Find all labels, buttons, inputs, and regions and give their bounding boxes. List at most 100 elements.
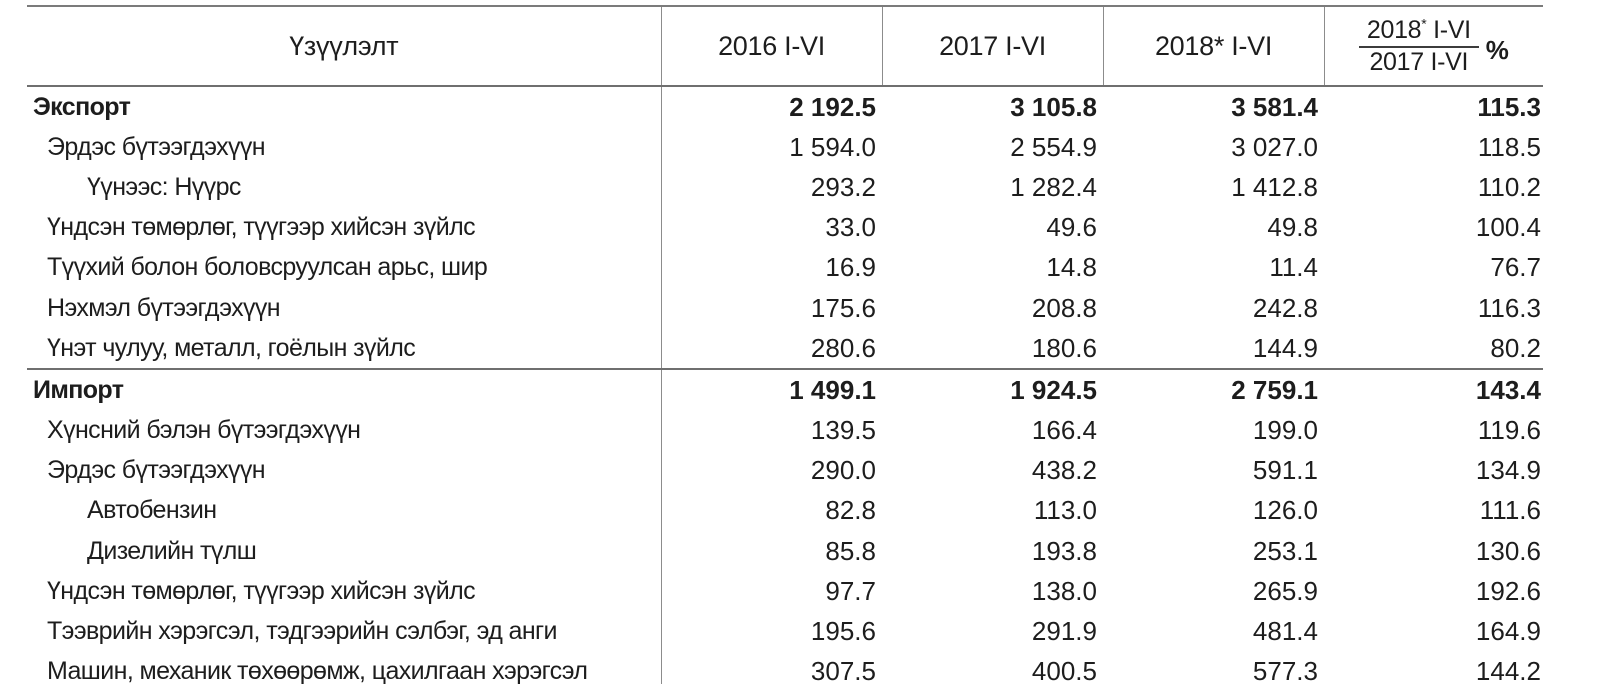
table-row: Нэхмэл бүтээгдэхүүн 175.6 208.8 242.8 11… — [27, 287, 1543, 329]
value-2018: 481.4 — [1252, 616, 1318, 647]
value-2016: 82.8 — [660, 490, 882, 532]
asterisk-superscript: * — [1421, 15, 1427, 32]
value-2018: 253.1 — [1252, 535, 1318, 566]
table-row: Үүнээс: Нүүрс 293.2 1 282.4 1 412.8 110.… — [27, 167, 1543, 208]
value-2017: 14.8 — [1046, 252, 1097, 283]
col-header-2018: 2018* I-VI — [1102, 6, 1324, 87]
value-2016: 139.5 — [660, 410, 882, 451]
row-label: Үүнээс: Нүүрс — [87, 172, 241, 201]
value-2017: 291.9 — [1031, 616, 1097, 647]
value-2016: 290.0 — [660, 450, 882, 491]
value-2018: 242.8 — [1252, 292, 1318, 323]
trade-statistics-table: Үзүүлэлт 2016 I-VI 2017 I-VI 2018* I-VI … — [27, 5, 1543, 684]
value-ratio: 119.6 — [1477, 415, 1541, 446]
value-2017: 400.5 — [1031, 656, 1097, 684]
value-ratio: 164.9 — [1475, 616, 1541, 647]
value-ratio: 76.7 — [1490, 252, 1541, 283]
value-2018: 591.1 — [1252, 455, 1318, 486]
row-label: Нэхмэл бүтээгдэхүүн — [47, 293, 281, 322]
table-row: Машин, механик төхөөрөмж, цахилгаан хэрэ… — [27, 651, 1543, 684]
value-2016: 280.6 — [660, 328, 882, 370]
table-body: Экспорт 2 192.5 3 105.8 3 581.4 115.3 Эр… — [27, 86, 1543, 684]
value-2016: 33.0 — [660, 207, 882, 248]
value-2018: 49.8 — [1267, 212, 1318, 243]
section-header-row-import: Импорт 1 499.1 1 924.5 2 759.1 143.4 — [27, 368, 1543, 411]
percent-label: % — [1485, 34, 1509, 65]
ratio-header: 2018* I-VI 2017 I-VI % — [1326, 15, 1543, 77]
table-row: Эрдэс бүтээгдэхүүн 290.0 438.2 591.1 134… — [27, 450, 1543, 491]
col-header-ratio: 2018* I-VI 2017 I-VI % — [1323, 6, 1543, 87]
col-header-2017: 2017 I-VI — [881, 6, 1103, 87]
table-row: Автобензин 82.8 113.0 126.0 111.6 — [27, 490, 1543, 532]
row-label: Автобензин — [87, 496, 217, 525]
ratio-numerator: 2018* I-VI — [1358, 15, 1479, 48]
row-label: Үнэт чулуу, металл, гоёлын зүйлс — [47, 333, 416, 362]
value-2018: 2 759.1 — [1103, 368, 1324, 411]
value-2017: 193.8 — [1031, 535, 1097, 566]
value-ratio: 130.6 — [1475, 535, 1541, 566]
ratio-numerator-year: 2018 — [1366, 16, 1422, 44]
value-2018: 577.3 — [1252, 656, 1318, 684]
value-2016: 175.6 — [660, 287, 882, 329]
value-ratio: 192.6 — [1475, 575, 1541, 606]
row-label: Эрдэс бүтээгдэхүүн — [47, 456, 266, 485]
value-2016: 1 499.1 — [660, 368, 882, 411]
value-ratio: 116.3 — [1477, 292, 1541, 323]
value-2017: 208.8 — [1031, 292, 1097, 323]
value-ratio: 118.5 — [1477, 131, 1541, 162]
value-2018: 3 027.0 — [1231, 131, 1318, 162]
value-ratio: 143.4 — [1324, 368, 1543, 411]
value-2016: 1 594.0 — [660, 127, 882, 168]
table-header: Үзүүлэлт 2016 I-VI 2017 I-VI 2018* I-VI … — [27, 6, 1543, 87]
value-2016: 307.5 — [660, 651, 882, 684]
value-2016: 16.9 — [660, 247, 882, 288]
value-2018: 126.0 — [1252, 495, 1318, 526]
value-2017: 166.4 — [1031, 415, 1097, 446]
value-2016: 85.8 — [660, 531, 882, 572]
table-row: Түүхий болон боловсруулсан арьс, шир 16.… — [27, 247, 1543, 288]
value-ratio: 110.2 — [1477, 171, 1541, 202]
table-row: Үндсэн төмөрлөг, түүгээр хийсэн зүйлс 33… — [27, 207, 1543, 248]
value-2017: 438.2 — [1031, 455, 1097, 486]
value-2016: 293.2 — [660, 167, 882, 208]
row-label: Экспорт — [33, 92, 131, 121]
value-ratio: 80.2 — [1490, 332, 1541, 363]
row-label: Машин, механик төхөөрөмж, цахилгаан хэрэ… — [47, 657, 588, 684]
value-2018: 199.0 — [1252, 415, 1318, 446]
ratio-denominator: 2017 I-VI — [1369, 48, 1469, 76]
row-label: Тээврийн хэрэгсэл, тэдгээрийн сэлбэг, эд… — [47, 617, 558, 646]
value-2017: 180.6 — [1031, 332, 1097, 363]
row-label: Дизелийн түлш — [87, 536, 257, 565]
value-2017: 3 105.8 — [1010, 91, 1097, 122]
value-ratio: 134.9 — [1475, 455, 1541, 486]
row-label: Үндсэн төмөрлөг, түүгээр хийсэн зүйлс — [47, 213, 476, 242]
ratio-numerator-period: I-VI — [1426, 16, 1471, 44]
row-label: Импорт — [27, 368, 661, 411]
row-label: Эрдэс бүтээгдэхүүн — [47, 132, 266, 161]
table-row: Дизелийн түлш 85.8 193.8 253.1 130.6 — [27, 531, 1543, 572]
value-2018: 3 581.4 — [1231, 91, 1318, 122]
value-2018: 265.9 — [1252, 575, 1318, 606]
table-row: Үндсэн төмөрлөг, түүгээр хийсэн зүйлс 97… — [27, 571, 1543, 612]
value-ratio: 144.2 — [1475, 656, 1541, 684]
table-row: Эрдэс бүтээгдэхүүн 1 594.0 2 554.9 3 027… — [27, 127, 1543, 168]
value-2017: 113.0 — [1033, 495, 1097, 526]
value-2016: 2 192.5 — [660, 86, 882, 128]
value-2018: 1 412.8 — [1231, 171, 1318, 202]
table-row: Тээврийн хэрэгсэл, тэдгээрийн сэлбэг, эд… — [27, 611, 1543, 652]
row-label: Хүнсний бэлэн бүтээгдэхүүн — [47, 416, 361, 445]
value-ratio: 111.6 — [1479, 495, 1541, 526]
value-2017: 1 282.4 — [1010, 171, 1097, 202]
value-2017: 2 554.9 — [1010, 131, 1097, 162]
ratio-fraction: 2018* I-VI 2017 I-VI — [1358, 15, 1479, 77]
row-label: Түүхий болон боловсруулсан арьс, шир — [47, 253, 488, 282]
value-2018: 11.4 — [1269, 252, 1318, 283]
table-row: Үнэт чулуу, металл, гоёлын зүйлс 280.6 1… — [27, 328, 1543, 370]
value-2017: 1 924.5 — [882, 368, 1103, 411]
table-row: Хүнсний бэлэн бүтээгдэхүүн 139.5 166.4 1… — [27, 410, 1543, 451]
value-2018: 144.9 — [1252, 332, 1318, 363]
value-ratio: 100.4 — [1475, 212, 1541, 243]
col-header-2016: 2016 I-VI — [660, 6, 882, 87]
value-2017: 49.6 — [1046, 212, 1097, 243]
